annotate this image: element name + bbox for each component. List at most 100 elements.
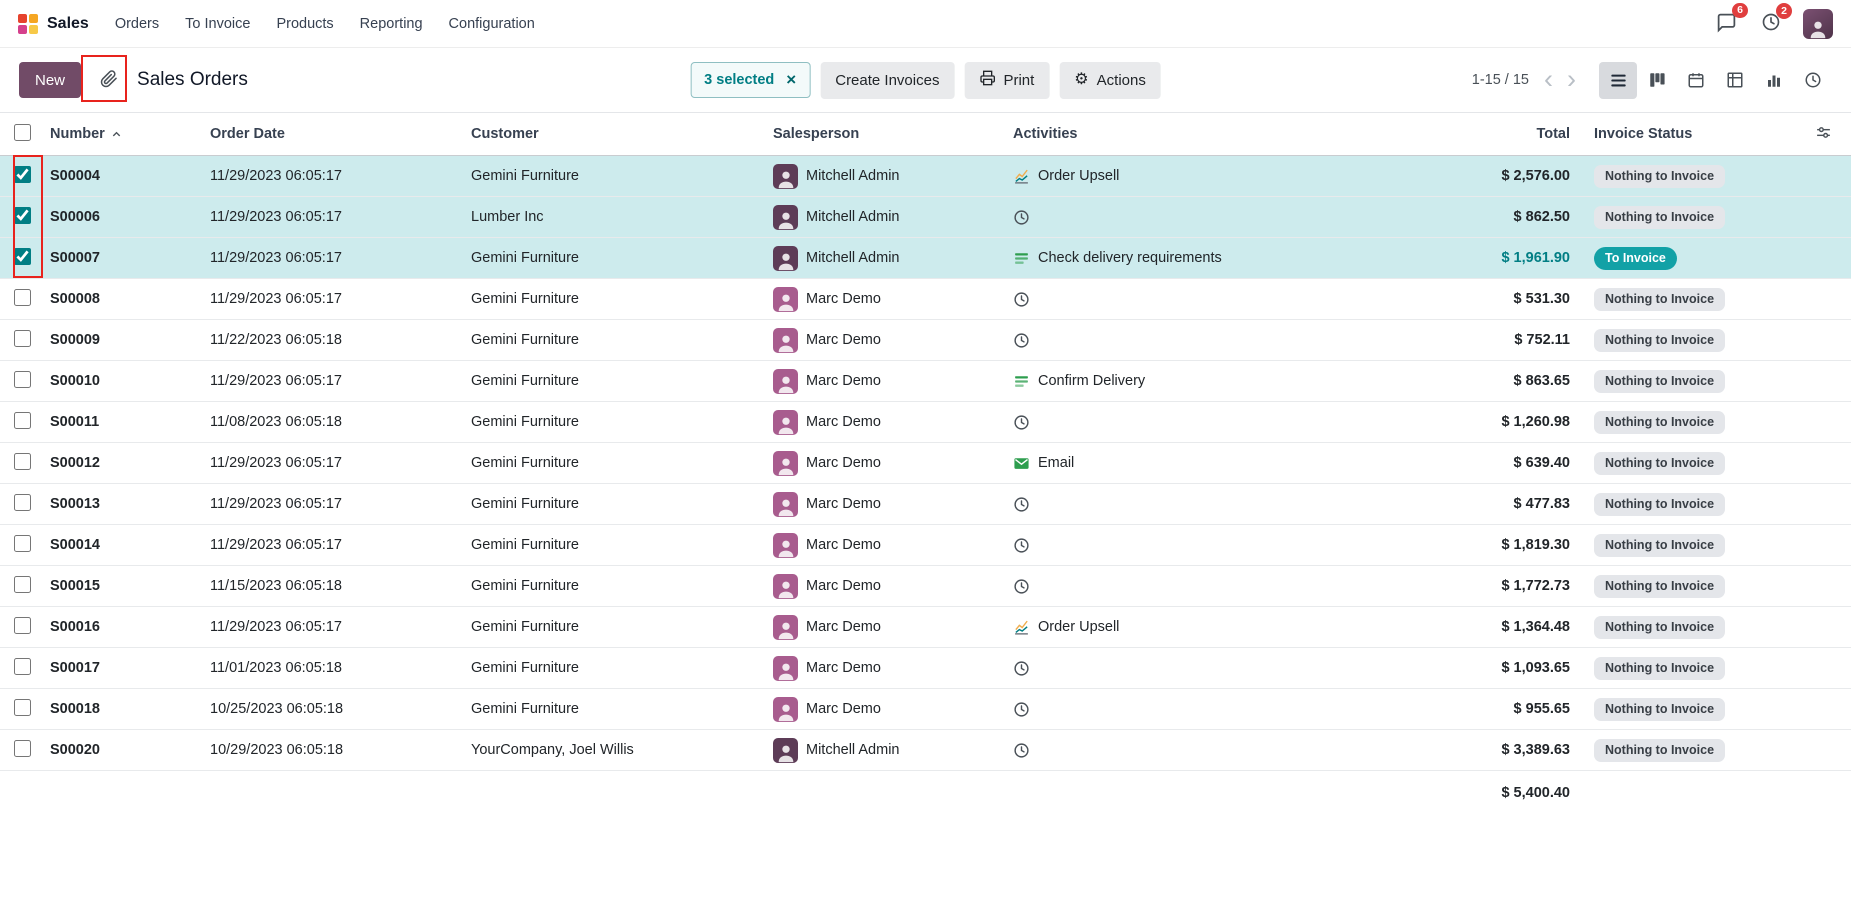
row-checkbox-cell[interactable] (0, 319, 44, 361)
row-checkbox[interactable] (14, 329, 31, 347)
select-all-checkbox[interactable] (14, 123, 31, 141)
activity-cell[interactable] (1009, 319, 1414, 361)
user-avatar[interactable] (1803, 8, 1833, 39)
table-row[interactable]: S00004 11/29/2023 06:05:17 Gemini Furnitur… (0, 155, 1851, 197)
new-button[interactable]: New (19, 62, 82, 98)
row-checkbox-cell[interactable] (0, 278, 44, 320)
table-row[interactable]: S00006 11/29/2023 06:05:17 Lumber Inc Mitch… (0, 196, 1851, 238)
chart-icon[interactable] (1013, 619, 1030, 636)
row-checkbox[interactable] (14, 575, 31, 593)
select-all-cell[interactable] (0, 112, 44, 156)
clock-icon[interactable] (1013, 414, 1030, 431)
clock-icon[interactable] (1013, 537, 1030, 554)
column-header-activities[interactable]: Activities (1009, 112, 1414, 156)
table-row[interactable]: S00013 11/29/2023 06:05:17 Gemini Furnitur… (0, 483, 1851, 525)
activity-cell[interactable] (1009, 729, 1414, 771)
row-checkbox-cell[interactable] (0, 155, 44, 197)
row-checkbox[interactable] (14, 698, 31, 716)
row-checkbox[interactable] (14, 206, 31, 224)
clock-icon[interactable] (1013, 332, 1030, 349)
table-row[interactable]: S00007 11/29/2023 06:05:17 Gemini Furnitur… (0, 237, 1851, 279)
clock-icon[interactable] (1013, 660, 1030, 677)
row-checkbox[interactable] (14, 493, 31, 511)
row-checkbox-cell[interactable] (0, 360, 44, 402)
row-checkbox[interactable] (14, 616, 31, 634)
tasks-icon[interactable] (1013, 250, 1030, 267)
chart-icon[interactable] (1013, 168, 1030, 185)
app-name[interactable]: Sales (47, 14, 89, 32)
table-row[interactable]: S00011 11/08/2023 06:05:18 Gemini Furnitur… (0, 401, 1851, 443)
table-row[interactable]: S00015 11/15/2023 06:05:18 Gemini Furnitur… (0, 565, 1851, 607)
column-header-order-date[interactable]: Order Date (206, 112, 467, 156)
table-row[interactable]: S00010 11/29/2023 06:05:17 Gemini Furnitur… (0, 360, 1851, 402)
row-checkbox[interactable] (14, 165, 31, 183)
row-checkbox[interactable] (14, 370, 31, 388)
pager-next-button[interactable]: › (1560, 66, 1583, 93)
row-checkbox-cell[interactable] (0, 729, 44, 771)
column-header-customer[interactable]: Customer (467, 112, 769, 156)
table-row[interactable]: S00016 11/29/2023 06:05:17 Gemini Furnitur… (0, 606, 1851, 648)
activity-view-button[interactable] (1794, 62, 1832, 99)
table-row[interactable]: S00009 11/22/2023 06:05:18 Gemini Furnitur… (0, 319, 1851, 361)
row-checkbox[interactable] (14, 247, 31, 265)
activity-cell[interactable]: Email (1009, 442, 1414, 484)
table-row[interactable]: S00008 11/29/2023 06:05:17 Gemini Furnitur… (0, 278, 1851, 320)
row-checkbox-cell[interactable] (0, 196, 44, 238)
clock-icon[interactable] (1013, 578, 1030, 595)
column-header-salesperson[interactable]: Salesperson (769, 112, 1009, 156)
clock-icon[interactable] (1013, 496, 1030, 513)
menu-configuration[interactable]: Configuration (448, 15, 535, 32)
table-row[interactable]: S00018 10/25/2023 06:05:18 Gemini Furnitur… (0, 688, 1851, 730)
clock-icon[interactable] (1013, 291, 1030, 308)
pager-previous-button[interactable]: ‹ (1537, 66, 1560, 93)
optional-columns-toggle[interactable] (1815, 112, 1851, 156)
activity-cell[interactable] (1009, 688, 1414, 730)
email-icon[interactable] (1013, 455, 1030, 472)
pivot-view-button[interactable] (1716, 62, 1754, 99)
activity-cell[interactable] (1009, 565, 1414, 607)
row-checkbox[interactable] (14, 452, 31, 470)
activity-cell[interactable]: Check delivery requirements (1009, 237, 1414, 279)
table-row[interactable]: S00020 10/29/2023 06:05:18 YourCompany, Jo… (0, 729, 1851, 771)
clock-icon[interactable] (1013, 742, 1030, 759)
menu-reporting[interactable]: Reporting (359, 15, 423, 32)
odoo-apps-logo[interactable] (18, 13, 38, 34)
paperclip-button[interactable] (91, 62, 127, 98)
activity-cell[interactable] (1009, 483, 1414, 525)
activity-cell[interactable]: Order Upsell (1009, 155, 1414, 197)
row-checkbox-cell[interactable] (0, 688, 44, 730)
row-checkbox-cell[interactable] (0, 237, 44, 279)
graph-view-button[interactable] (1755, 62, 1793, 99)
activity-cell[interactable]: Order Upsell (1009, 606, 1414, 648)
activity-cell[interactable] (1009, 524, 1414, 566)
table-row[interactable]: S00012 11/29/2023 06:05:17 Gemini Furnitur… (0, 442, 1851, 484)
menu-products[interactable]: Products (276, 15, 334, 32)
row-checkbox-cell[interactable] (0, 565, 44, 607)
actions-button[interactable]: ⚙ Actions (1059, 61, 1161, 99)
row-checkbox-cell[interactable] (0, 647, 44, 689)
activity-cell[interactable] (1009, 196, 1414, 238)
row-checkbox[interactable] (14, 534, 31, 552)
row-checkbox-cell[interactable] (0, 483, 44, 525)
print-button[interactable]: Print (964, 61, 1050, 99)
activity-cell[interactable] (1009, 278, 1414, 320)
row-checkbox[interactable] (14, 739, 31, 757)
list-view-button[interactable] (1599, 61, 1637, 99)
row-checkbox-cell[interactable] (0, 401, 44, 443)
activity-cell[interactable] (1009, 647, 1414, 689)
clear-selection-icon[interactable]: × (786, 70, 797, 89)
table-row[interactable]: S00014 11/29/2023 06:05:17 Gemini Furnitur… (0, 524, 1851, 566)
row-checkbox[interactable] (14, 657, 31, 675)
create-invoices-button[interactable]: Create Invoices (820, 61, 955, 99)
row-checkbox-cell[interactable] (0, 442, 44, 484)
calendar-view-button[interactable] (1677, 62, 1715, 99)
clock-icon[interactable] (1013, 701, 1030, 718)
activity-cell[interactable] (1009, 401, 1414, 443)
activity-cell[interactable]: Confirm Delivery (1009, 360, 1414, 402)
row-checkbox-cell[interactable] (0, 606, 44, 648)
table-row[interactable]: S00017 11/01/2023 06:05:18 Gemini Furnitur… (0, 647, 1851, 689)
messages-button[interactable]: 6 (1714, 2, 1748, 38)
column-header-number[interactable]: Number (44, 112, 206, 156)
activities-button[interactable]: 2 (1759, 3, 1792, 37)
row-checkbox[interactable] (14, 288, 31, 306)
